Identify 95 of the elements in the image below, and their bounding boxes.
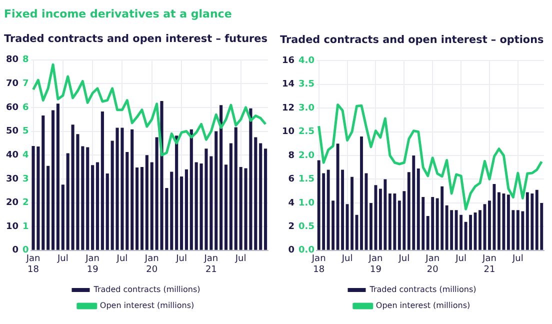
x-tick-label: Jul <box>340 254 353 264</box>
y-tick-label: 20 <box>6 198 19 208</box>
y2-tick-label: 0.5 <box>298 222 314 232</box>
bar <box>220 105 223 250</box>
x-tick-label: Jul <box>234 254 246 264</box>
y2-tick-label: 1.0 <box>298 198 314 208</box>
legend-label: Traded contracts (millions) <box>92 285 200 294</box>
legend-label: Traded contracts (millions) <box>368 285 476 294</box>
bar <box>180 176 184 250</box>
x-tick-label: Jul <box>56 254 68 264</box>
bar <box>150 162 154 250</box>
bar <box>126 152 129 250</box>
bar <box>170 172 174 250</box>
x-tick-label: Jan 21 <box>203 254 218 275</box>
y2-tick-label: 1.5 <box>298 174 314 185</box>
bar <box>46 166 50 250</box>
bar <box>66 153 70 250</box>
chart-title: Traded contracts and open interest – options <box>280 34 544 46</box>
bar <box>488 200 491 250</box>
x-tick-label: Jan 20 <box>424 254 440 275</box>
y-tick-label: 40 <box>6 150 19 160</box>
y-tick-label: 6 <box>288 174 295 185</box>
bar <box>175 136 178 250</box>
y2-tick-label: 5 <box>22 126 29 137</box>
bar <box>91 165 94 250</box>
bar <box>130 129 134 250</box>
bar <box>136 167 139 250</box>
bar <box>190 129 193 250</box>
bar <box>194 162 198 250</box>
y-tick-label: 50 <box>6 126 19 137</box>
y-tick-label: 14 <box>282 80 295 90</box>
bar <box>42 116 45 250</box>
y2-tick-label: 3 <box>22 174 29 184</box>
x-tick-label: Jul <box>116 254 128 264</box>
bar <box>100 112 104 250</box>
y-tick-label: 10 <box>6 222 19 232</box>
y2-tick-label: 3.0 <box>298 103 314 114</box>
bar <box>51 110 55 250</box>
bar <box>360 136 363 250</box>
y2-tick-label: 7 <box>22 78 29 89</box>
y2-tick-label: 2 <box>22 198 29 208</box>
legend-label: Open interest (millions) <box>376 301 470 310</box>
bar <box>254 137 258 250</box>
y-tick-label: 0 <box>12 246 19 256</box>
y-tick-label: 2 <box>288 222 295 232</box>
y-tick-label: 60 <box>6 102 19 113</box>
chart-title: Fixed income derivatives at a glance <box>4 7 232 20</box>
bar <box>229 143 232 250</box>
y-tick-label: 0 <box>288 246 295 256</box>
y2-tick-label: 4.0 <box>298 56 314 66</box>
legend-label: Open interest (millions) <box>100 301 194 310</box>
y-tick-label: 12 <box>282 103 295 114</box>
y2-tick-label: 0 <box>22 246 29 256</box>
bar <box>478 210 482 250</box>
bar <box>106 173 109 250</box>
x-tick-label: Jan 19 <box>84 254 100 275</box>
y2-tick-label: 8 <box>22 55 29 66</box>
bar <box>61 184 64 250</box>
x-tick-label: Jan 18 <box>25 254 40 275</box>
y-tick-label: 16 <box>282 56 295 66</box>
y2-tick-label: 6 <box>22 102 29 113</box>
bar <box>350 176 354 250</box>
x-tick-label: Jan 19 <box>368 254 383 275</box>
y2-tick-label: 2.0 <box>298 150 314 161</box>
bar <box>145 155 148 250</box>
y2-tick-label: 3.5 <box>298 80 314 90</box>
x-tick-label: Jan 18 <box>310 254 326 275</box>
bar <box>234 127 238 250</box>
x-tick-label: Jul <box>512 254 524 264</box>
x-tick-label: Jul <box>454 254 466 264</box>
y-tick-label: 30 <box>6 174 19 184</box>
y2-tick-label: 4 <box>22 150 29 160</box>
x-tick-label: Jul <box>398 254 410 264</box>
y-tick-label: 80 <box>6 55 19 66</box>
y-tick-label: 8 <box>288 150 295 161</box>
bar <box>264 148 268 250</box>
bar <box>56 104 60 250</box>
x-tick-label: Jul <box>175 254 187 264</box>
bar <box>214 131 218 250</box>
x-tick-label: Jan 21 <box>482 254 496 275</box>
y-tick-label: 10 <box>282 127 295 138</box>
y2-tick-label: 1 <box>22 222 29 232</box>
y2-tick-label: 0.0 <box>298 246 314 256</box>
bar <box>140 167 144 250</box>
x-tick-label: Jan 20 <box>144 254 159 275</box>
bar <box>224 164 228 250</box>
y2-tick-label: 2.5 <box>298 127 314 138</box>
y-tick-label: 4 <box>288 198 295 208</box>
bar <box>96 162 100 250</box>
chart-subtitle: Traded contracts and open interest – futures <box>4 33 268 46</box>
bar <box>259 143 262 250</box>
bar <box>184 169 188 250</box>
bar <box>370 202 372 250</box>
y-tick-label: 70 <box>6 78 19 89</box>
bar <box>86 147 90 250</box>
